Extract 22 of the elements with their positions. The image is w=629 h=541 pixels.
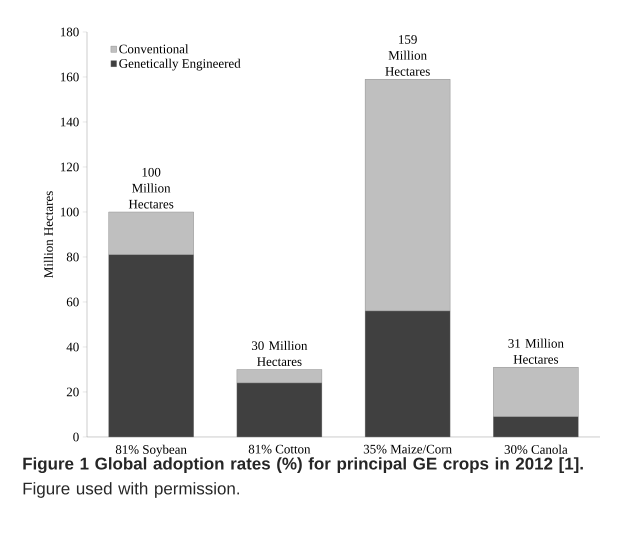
y-tick-label: 180 <box>60 28 79 36</box>
legend-label: Genetically Engineered <box>119 58 241 71</box>
y-tick-label: 40 <box>66 342 79 352</box>
y-tick-label: 160 <box>60 72 79 82</box>
x-tick-label: 35% Maize/Corn <box>364 444 452 454</box>
total-label: 31 Million Hectares <box>508 338 564 364</box>
y-tick-label: 100 <box>60 208 79 216</box>
total-label: 30 Million Hectares <box>252 340 308 366</box>
legend-label: Conventional <box>119 44 188 54</box>
y-tick-label: 140 <box>60 118 79 126</box>
total-label: 100 Million Hectares <box>128 168 174 208</box>
y-axis-title: Million Hectares <box>44 191 53 278</box>
y-tick-label: 20 <box>66 388 79 396</box>
x-tick-label: 81% Soybean <box>116 444 187 457</box>
text: Figure 1 Global adoption rates (%) for principal GE crops in 2012 [1]. Figure used with permission. <box>23 457 583 498</box>
y-tick-label: 120 <box>60 162 79 172</box>
y-tick-label: 80 <box>66 252 79 262</box>
x-tick-label: 81% Cotton <box>248 444 310 454</box>
y-tick-label: 60 <box>66 298 79 306</box>
x-tick-label: 30% Canola <box>504 444 568 454</box>
total-label: 159 Million Hectares <box>385 35 430 76</box>
y-tick-label: 0 <box>73 432 79 442</box>
